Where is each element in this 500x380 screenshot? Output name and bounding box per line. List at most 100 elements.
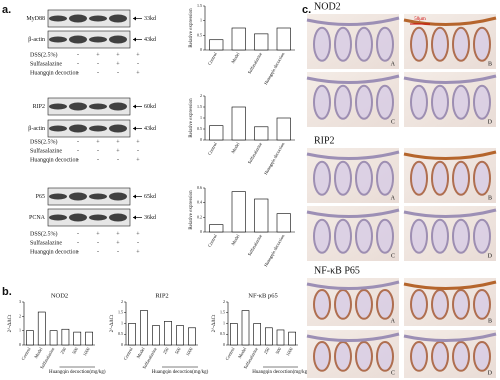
blot-band <box>89 193 107 200</box>
histology-title: NOD2 <box>314 1 341 12</box>
blot-band <box>69 35 87 44</box>
blot-band <box>109 124 127 133</box>
mucosa <box>403 16 497 26</box>
x-tick-label: Model <box>237 346 248 359</box>
panel-letter: B <box>488 195 492 201</box>
blot-band <box>109 14 127 23</box>
bar <box>209 39 224 51</box>
y-tick-label: 1 <box>200 18 202 23</box>
treatment-name: Sulfasalazine <box>30 60 62 67</box>
bar <box>231 27 246 51</box>
y-tick-label: 2 <box>223 299 225 304</box>
blot-band <box>69 213 87 222</box>
panel-letter: D <box>488 119 493 125</box>
crypt <box>313 84 331 120</box>
chart-title: NF-κB p65 <box>248 292 277 299</box>
arrow-head <box>133 104 136 109</box>
blot-band <box>49 193 67 200</box>
bar <box>73 331 82 346</box>
mucosa <box>403 208 497 218</box>
blot-band <box>109 35 127 44</box>
crypt <box>334 218 352 254</box>
bar <box>276 329 285 346</box>
bar <box>128 323 136 346</box>
treatment-mark: - <box>97 148 99 154</box>
histology-title: NF-κB P65 <box>314 265 360 276</box>
mucosa <box>306 150 400 160</box>
bar <box>276 27 291 51</box>
x-tick-label: Model <box>136 346 147 359</box>
crypt <box>452 84 470 120</box>
band-name: β-actin <box>28 37 45 43</box>
treatment-mark: + <box>136 157 140 163</box>
band-size: 60kd <box>144 104 156 110</box>
x-tick-label: Huangqin decoction <box>263 233 286 268</box>
bar <box>188 327 196 346</box>
bar <box>254 198 269 233</box>
treatment-mark: - <box>97 240 99 246</box>
arrow-head <box>133 194 136 199</box>
treatment-mark: - <box>137 240 139 246</box>
x-tick-label: Model <box>33 346 44 359</box>
bar <box>176 325 184 346</box>
crypt <box>334 26 352 62</box>
bar <box>230 323 238 346</box>
scale-bar-label: 50μm <box>414 17 426 22</box>
panel-label: b. <box>2 286 12 298</box>
crypt <box>355 218 373 254</box>
treatment-mark: - <box>117 249 119 255</box>
band-size: 33kd <box>144 16 156 22</box>
band-size: 43kd <box>144 126 156 132</box>
y-tick-label: 2 <box>200 93 202 98</box>
y-tick-label: 1 <box>19 328 21 333</box>
treatment-mark: + <box>116 139 120 145</box>
x-tick-label: Control <box>207 141 219 156</box>
x-tick-label: Model <box>230 51 241 64</box>
crypt <box>313 218 331 254</box>
x-tick-label: 250 <box>162 346 170 355</box>
arrow-head <box>133 16 136 21</box>
crypt <box>473 160 491 196</box>
y-axis-label: 2^-ΔΔCt <box>212 314 217 332</box>
mucosa <box>306 332 400 342</box>
treatment-mark: + <box>96 52 100 58</box>
treatment-mark: + <box>96 231 100 237</box>
crypt <box>410 218 428 254</box>
mucosa <box>403 150 497 160</box>
crypt <box>376 160 394 196</box>
treatment-mark: - <box>137 61 139 67</box>
mucosa <box>306 280 400 290</box>
crypt <box>313 26 331 62</box>
bar <box>26 330 34 346</box>
treatment-name: Sulfasalazine <box>30 239 62 246</box>
crypt <box>313 289 331 320</box>
y-tick-label: 1.5 <box>220 310 225 315</box>
y-tick-label: 1.5 <box>118 310 123 315</box>
crypt <box>334 160 352 196</box>
treatment-name: Huangqin decoction <box>30 70 79 76</box>
crypt <box>410 341 428 372</box>
treatment-name: DSS(2.5%) <box>30 51 58 58</box>
x-tick-label: 250 <box>263 346 271 355</box>
y-tick-label: 0.5 <box>118 331 123 336</box>
y-tick-label: 0.5 <box>197 32 202 37</box>
chart-title: NOD2 <box>51 292 68 299</box>
band-size: 65kd <box>144 194 156 200</box>
x-tick-label: Sulfasalazine <box>247 52 263 75</box>
treatment-mark: - <box>77 52 79 58</box>
treatment-mark: + <box>136 52 140 58</box>
x-tick-label: Control <box>20 346 32 361</box>
blot-band <box>49 125 67 132</box>
blot-band <box>49 15 67 22</box>
crypt <box>473 341 491 372</box>
treatment-mark: - <box>77 148 79 154</box>
treatment-mark: + <box>136 249 140 255</box>
x-tick-label: 500 <box>71 346 79 355</box>
treatment-mark: - <box>117 70 119 76</box>
arrow-head <box>133 215 136 220</box>
treatment-mark: - <box>77 249 79 255</box>
crypt <box>410 160 428 196</box>
panel-letter: D <box>488 370 493 376</box>
y-axis-label: Relative expression <box>189 190 194 230</box>
crypt <box>410 26 428 62</box>
